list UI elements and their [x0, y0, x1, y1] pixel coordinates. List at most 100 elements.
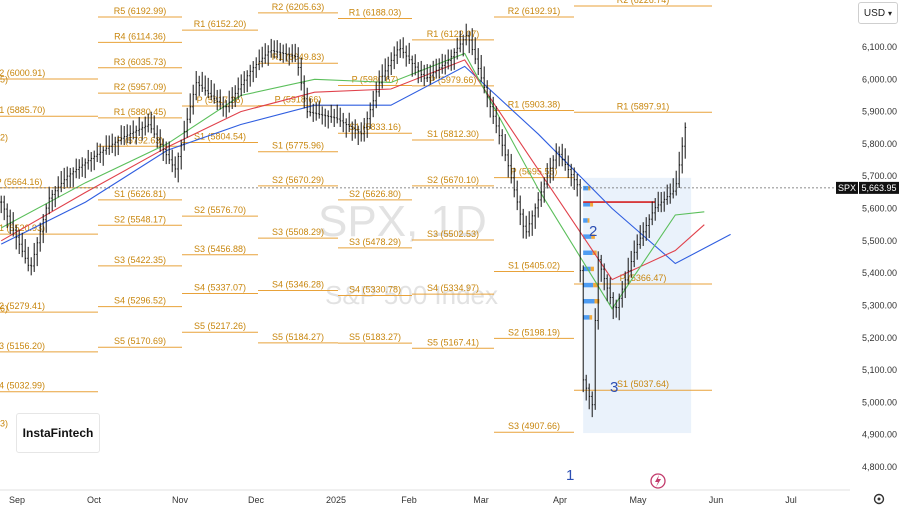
x-axis-tick: Jun [709, 495, 724, 505]
pivot-label: S2 (5279.41) [0, 301, 45, 311]
x-axis-tick: Dec [248, 495, 265, 505]
pivot-label: S4 (5032.99) [0, 381, 45, 391]
pivot-label: S1 (5804.54) [194, 131, 246, 141]
pivot-label: R2 (6226.74) [617, 0, 670, 5]
pivot-label: S1 (5626.81) [114, 189, 166, 199]
pivot-label: S1 (5775.96) [272, 141, 324, 151]
pivot-label: S4 (5296.52) [114, 296, 166, 306]
x-axis-tick: May [629, 495, 647, 505]
annotation-2: 2 [589, 223, 597, 240]
pivot-label: S3 (5456.88) [194, 244, 246, 254]
pivot-label: S1 (5037.64) [617, 379, 669, 389]
currency-label: USD [863, 7, 886, 19]
x-axis-tick: Apr [553, 495, 567, 505]
moving-average-line [0, 65, 731, 265]
pivot-label: P (5980.67) [352, 75, 399, 85]
pivot-label: P (5366.47) [620, 273, 667, 283]
x-axis-tick: Oct [87, 495, 102, 505]
profile-bar [583, 202, 591, 207]
pivot-label: S4 (5334.97) [427, 283, 479, 293]
profile-bar [583, 250, 593, 255]
pivot-label: S3 (5422.35) [114, 255, 166, 265]
pivot-label: R1 (5885.70) [0, 105, 45, 115]
profile-bar [590, 266, 594, 272]
y-axis-tick: 5,300.00 [862, 300, 897, 310]
profile-bar [583, 218, 588, 223]
y-axis-tick: 5,700.00 [862, 171, 897, 181]
pivot-label: S2 (5548.17) [114, 214, 166, 224]
profile-bar [594, 299, 600, 304]
x-axis-tick: Mar [473, 495, 489, 505]
pivot-label: S2 (5576.70) [194, 205, 246, 215]
profile-bar [589, 315, 593, 320]
pivot-label-clipped: 6) [0, 304, 8, 314]
pivot-label: S3 (5478.29) [349, 237, 401, 247]
pivot-label: P (5979.66) [430, 75, 477, 85]
y-axis-tick: 4,800.00 [862, 462, 897, 472]
pivot-label: S3 (5502.53) [427, 229, 479, 239]
symbol-tag-label: SPX [838, 183, 856, 193]
brand-name: InstaFintech [22, 426, 94, 440]
annotation-3: 3 [610, 379, 618, 396]
pivot-label: S1 (5405.02) [508, 261, 560, 271]
profile-bar [593, 282, 598, 288]
x-axis-tick: 2025 [326, 495, 346, 505]
pivot-label: P (5664.16) [0, 177, 42, 187]
profile-bar [591, 234, 595, 239]
pivot-label: S5 (5184.27) [272, 332, 324, 342]
last-price-label: 5,663.95 [861, 183, 896, 193]
pivot-label: R1 (5897.91) [617, 101, 670, 111]
last-price-tag [859, 181, 899, 194]
pivot-label: S2 (5670.10) [427, 175, 479, 185]
pivot-label: S2 (5626.80) [349, 189, 401, 199]
moving-average-line [0, 59, 705, 281]
pivot-label: R5 (6192.99) [114, 6, 167, 16]
pivot-label: S5 (5170.69) [114, 336, 166, 346]
profile-bar [590, 202, 594, 207]
y-axis-tick: 5,400.00 [862, 268, 897, 278]
symbol-tag [836, 181, 858, 194]
y-axis-tick: 5,500.00 [862, 236, 897, 246]
lightning-icon[interactable] [650, 473, 666, 489]
x-axis-tick: Jul [785, 495, 797, 505]
watermark-symbol: SPX, 1D [318, 197, 487, 246]
pivot-label-clipped: 5) [0, 74, 8, 84]
watermark-name: S&P 500 Index [325, 280, 498, 310]
x-axis-tick: Nov [172, 495, 189, 505]
pivot-label: S5 (5167.41) [427, 337, 479, 347]
profile-bar [587, 218, 590, 223]
pivot-label: R1 (6152.20) [194, 19, 247, 29]
profile-bar [583, 234, 592, 239]
y-axis-tick: 5,000.00 [862, 397, 897, 407]
pivot-label: R2 (6205.63) [272, 2, 325, 12]
y-axis-tick: 5,200.00 [862, 333, 897, 343]
profile-bar [583, 299, 595, 304]
x-axis-tick: Sep [9, 495, 25, 505]
pivot-label: R2 (6000.91) [0, 68, 45, 78]
pivot-label: S5 (5217.26) [194, 321, 246, 331]
pivot-label: R1 (5880.45) [114, 107, 167, 117]
pivot-label: S3 (5156.20) [0, 341, 45, 351]
settings-gear-icon[interactable] [873, 493, 885, 505]
currency-selector[interactable]: USD ▾ [858, 2, 898, 24]
pivot-label-clipped: 3) [0, 418, 8, 428]
pivot-label: S1 (5833.16) [349, 122, 401, 132]
pivot-label: S1 (5812.30) [427, 129, 479, 139]
pivot-label: R3 (6035.73) [114, 57, 167, 67]
y-axis-tick: 5,800.00 [862, 139, 897, 149]
pivot-label: R2 (6192.91) [508, 6, 561, 16]
pivot-label: S4 (5330.78) [349, 285, 401, 295]
pivot-label: P (5695.55) [511, 167, 558, 177]
pivot-label: S4 (5337.07) [194, 282, 246, 292]
pivot-label: S5 (5183.27) [349, 332, 401, 342]
pivot-label: S2 (5670.29) [272, 175, 324, 185]
x-axis-tick: Feb [401, 495, 417, 505]
pivot-label: S3 (4907.66) [508, 421, 560, 431]
y-axis-tick: 5,900.00 [862, 107, 897, 117]
pivot-label: R1 (6188.03) [349, 8, 402, 18]
brand-logo: InstaFintech [16, 413, 100, 453]
pivot-label: S3 (5508.29) [272, 227, 324, 237]
pivot-label: S4 (5346.28) [272, 280, 324, 290]
